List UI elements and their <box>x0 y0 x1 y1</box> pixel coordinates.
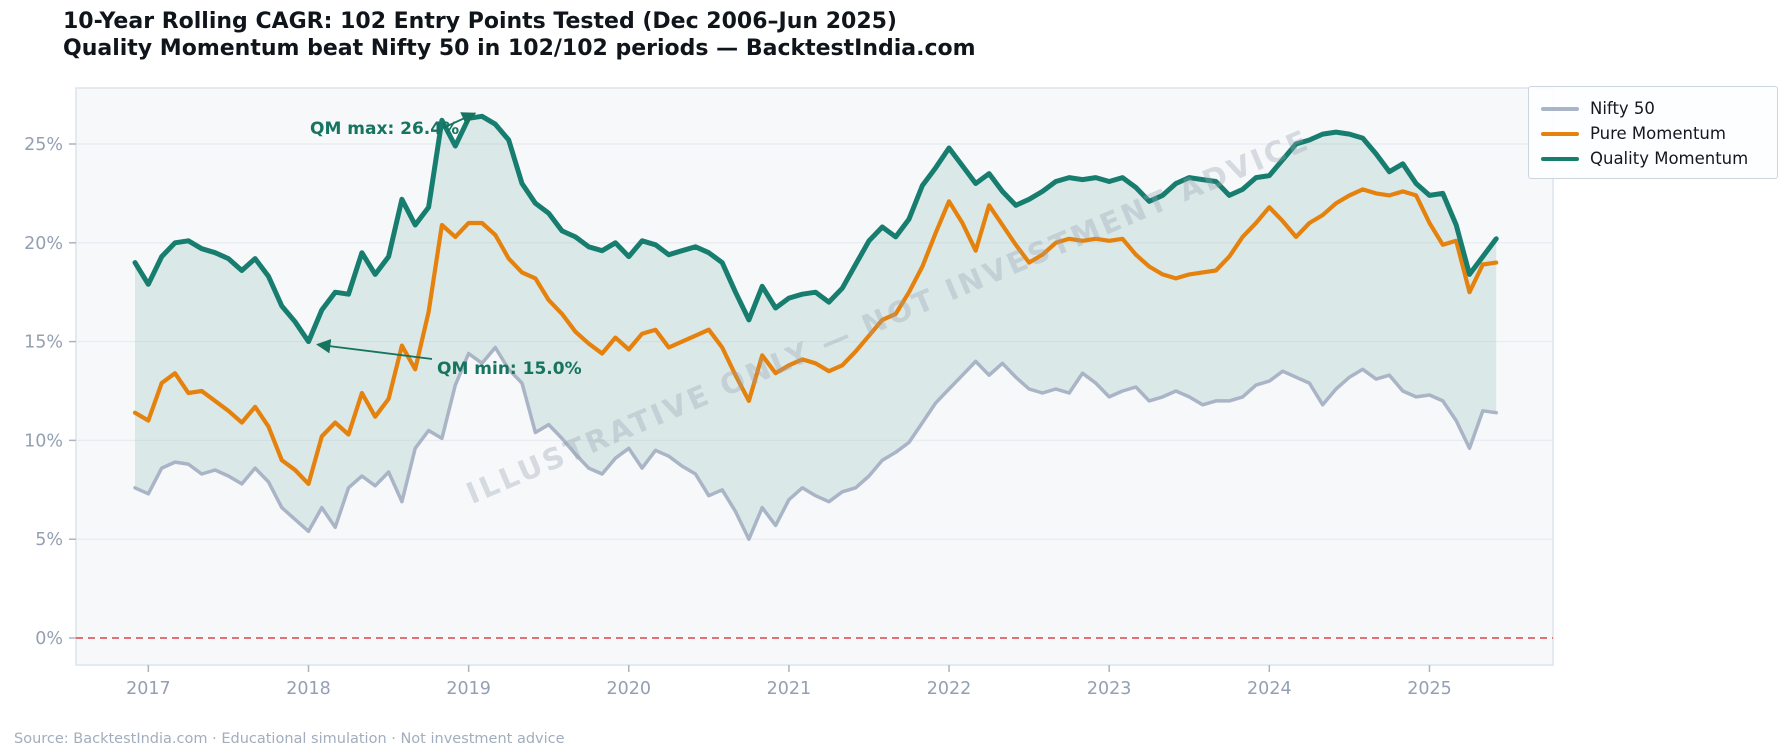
legend: Nifty 50 Pure Momentum Quality Momentum <box>1528 86 1778 179</box>
qm-max-arrow <box>442 112 477 129</box>
quality-momentum-line-swatch <box>1541 156 1579 161</box>
y-tick-label: 5% <box>35 530 63 550</box>
legend-label: Pure Momentum <box>1590 124 1726 143</box>
x-tick-label: 2025 <box>1407 679 1452 699</box>
chart-title-block: 10-Year Rolling CAGR: 102 Entry Points T… <box>63 8 976 62</box>
x-tick-label: 2021 <box>767 679 812 699</box>
x-tick-label: 2022 <box>927 679 972 699</box>
y-tick-label: 25% <box>24 135 63 155</box>
pure-momentum-line <box>132 187 1499 486</box>
x-tick-label: 2020 <box>606 679 651 699</box>
qm-min-arrow <box>316 339 433 360</box>
legend-item-quality-momentum: Quality Momentum <box>1541 146 1765 171</box>
y-tick-label: 10% <box>24 431 63 451</box>
x-tick-label: 2017 <box>126 679 171 699</box>
y-tick-label: 20% <box>24 234 63 254</box>
legend-label: Quality Momentum <box>1590 149 1749 168</box>
x-tick-label: 2019 <box>446 679 491 699</box>
chart-subtitle: Quality Momentum beat Nifty 50 in 102/10… <box>63 36 976 61</box>
x-tick-label: 2018 <box>286 679 331 699</box>
chart-title: 10-Year Rolling CAGR: 102 Entry Points T… <box>63 9 897 34</box>
x-tick-label: 2023 <box>1087 679 1132 699</box>
qm-min-annotation: QM min: 15.0% <box>437 359 582 379</box>
pure-momentum-line-swatch <box>1541 131 1579 136</box>
x-tick-label: 2024 <box>1247 679 1292 699</box>
y-tick-label: 0% <box>35 629 63 649</box>
source-footnote: Source: BacktestIndia.com · Educational … <box>14 731 565 747</box>
plot-area <box>75 87 1554 666</box>
legend-item-nifty-50: Nifty 50 <box>1541 96 1765 121</box>
quality-momentum-line <box>132 113 1499 345</box>
y-tick-label: 15% <box>24 333 63 353</box>
nifty-50-line <box>133 345 1498 541</box>
legend-label: Nifty 50 <box>1590 99 1655 118</box>
nifty-50-line-swatch <box>1541 106 1579 111</box>
legend-item-pure-momentum: Pure Momentum <box>1541 121 1765 146</box>
qm-max-annotation: QM max: 26.4% <box>310 119 460 139</box>
